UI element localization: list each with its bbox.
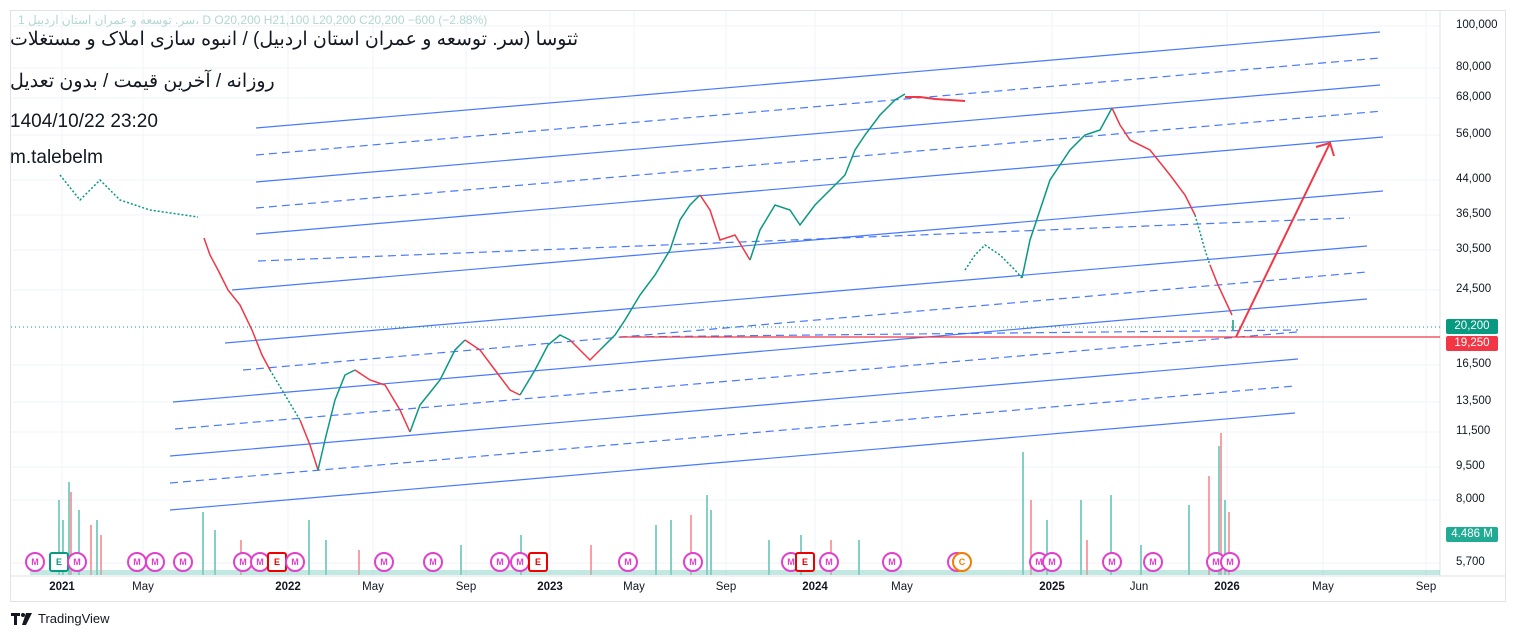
event-marker-m[interactable]: M: [145, 552, 165, 572]
price-tick: 24,500: [1456, 283, 1492, 295]
event-marker-m[interactable]: M: [1143, 552, 1163, 572]
time-tick: Sep: [1415, 581, 1437, 593]
event-marker-m[interactable]: M: [1102, 552, 1122, 572]
tradingview-logo-icon: [11, 612, 32, 625]
chart-subtitle: روزانه / آخرین قیمت / بدون تعدیل: [10, 71, 275, 92]
time-tick: 2024: [802, 581, 828, 593]
event-marker-m[interactable]: M: [1042, 552, 1062, 572]
tradingview-brand: TradingView: [38, 611, 110, 626]
earnings-marker[interactable]: E: [267, 552, 287, 572]
event-marker-m[interactable]: M: [618, 552, 638, 572]
projection-arrow: [1235, 141, 1335, 338]
event-marker-m[interactable]: M: [683, 552, 703, 572]
event-marker-m[interactable]: M: [127, 552, 147, 572]
time-tick: Sep: [455, 581, 477, 593]
event-marker-m[interactable]: M: [374, 552, 394, 572]
event-marker-m[interactable]: M: [882, 552, 902, 572]
corporate-event-marker[interactable]: C: [952, 552, 972, 572]
volume-bars: [30, 433, 1440, 575]
channel-dashed-lines: [169, 57, 1384, 484]
event-marker-m[interactable]: M: [510, 552, 530, 572]
price-tick: 9,500: [1456, 460, 1485, 472]
price-tick: 11,500: [1456, 425, 1491, 437]
price-series: [59, 93, 1234, 471]
price-tick: 16,500: [1456, 358, 1492, 370]
time-tick: Sep: [715, 581, 737, 593]
earnings-marker[interactable]: E: [49, 552, 69, 572]
volume-tag: 4.486 M: [1446, 527, 1498, 542]
price-tick: 5,700: [1456, 556, 1485, 568]
event-marker-m[interactable]: M: [25, 552, 45, 572]
grid: [11, 11, 1440, 576]
time-tick: May: [132, 581, 154, 593]
time-tick: 2022: [275, 581, 301, 593]
price-tick: 30,500: [1456, 243, 1492, 255]
channel-solid-lines: [169, 31, 1384, 511]
price-tick: 56,000: [1456, 128, 1492, 140]
price-tick: 36,500: [1456, 208, 1492, 220]
time-tick: Jun: [1129, 581, 1149, 593]
event-marker-m[interactable]: M: [67, 552, 87, 572]
earnings-marker[interactable]: E: [528, 552, 548, 572]
time-tick: May: [362, 581, 384, 593]
event-marker-m[interactable]: M: [285, 552, 305, 572]
earnings-marker[interactable]: E: [795, 552, 815, 572]
time-tick: 2026: [1214, 581, 1240, 593]
time-tick: 2021: [49, 581, 75, 593]
price-tick: 44,000: [1456, 173, 1492, 185]
chart-frame: [10, 10, 1506, 602]
event-marker-m[interactable]: M: [819, 552, 839, 572]
price-tick: 100,000: [1456, 19, 1498, 31]
price-tick: 13,500: [1456, 395, 1492, 407]
time-tick: May: [1312, 581, 1334, 593]
event-marker-m[interactable]: M: [490, 552, 510, 572]
time-tick: May: [891, 581, 913, 593]
event-marker-m[interactable]: M: [423, 552, 443, 572]
price-tick: 68,000: [1456, 91, 1492, 103]
chart-datetime: 1404/10/22 23:20: [10, 111, 158, 132]
event-marker-m[interactable]: M: [173, 552, 193, 572]
event-marker-m[interactable]: M: [1220, 552, 1240, 572]
price-tick: 8,000: [1456, 493, 1485, 505]
horizontal-level-tag: 19,250: [1446, 336, 1498, 351]
last-price-tag: 20,200: [1446, 319, 1498, 334]
chart-author: m.talebelm: [10, 147, 103, 168]
ohlc-legend: 1 سر. توسعه و عمران استان اردبیل، D O20,…: [18, 13, 488, 27]
price-tick: 80,000: [1456, 61, 1492, 73]
tradingview-logo[interactable]: TradingView: [11, 611, 110, 626]
time-tick: May: [623, 581, 645, 593]
time-tick: 2023: [537, 581, 563, 593]
symbol-title: ثتوسا (سر. توسعه و عمران استان اردبیل) /…: [10, 29, 579, 50]
time-tick: 2025: [1039, 581, 1065, 593]
